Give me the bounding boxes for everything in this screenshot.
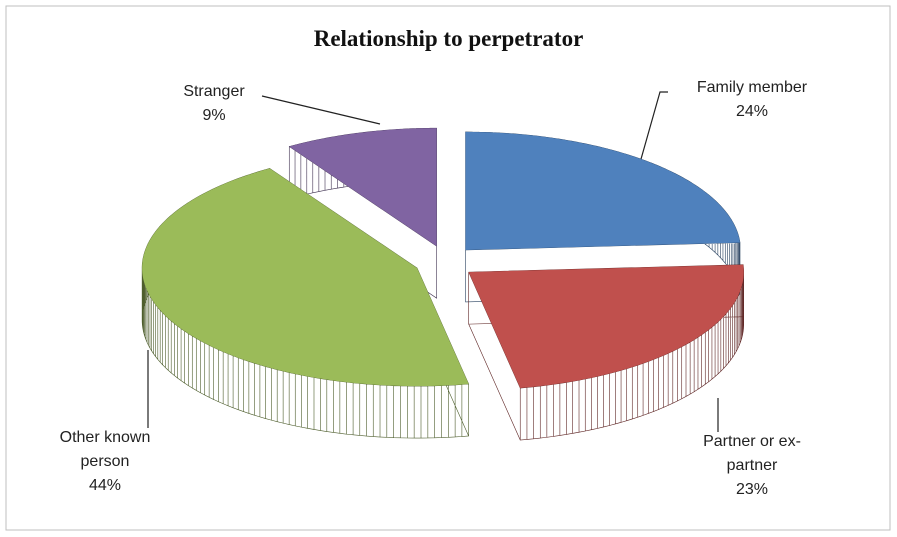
slice-label: Family member: [696, 79, 808, 96]
slice-value-label: 44%: [88, 477, 122, 494]
slice-label: Stranger: [183, 83, 245, 100]
slice: [142, 168, 469, 387]
slice-value-label: 23%: [735, 481, 769, 498]
slice: [468, 264, 744, 389]
slice: [465, 131, 740, 250]
slice-label: Partner or ex-partner: [703, 433, 801, 474]
leader-line: [261, 95, 381, 125]
slice-label: Other known person: [59, 429, 151, 470]
slice-value-label: 9%: [202, 107, 226, 124]
chart-title: Relationship to perpetrator: [313, 26, 584, 51]
slice-value-label: 24%: [735, 103, 769, 120]
slice: [289, 128, 437, 247]
